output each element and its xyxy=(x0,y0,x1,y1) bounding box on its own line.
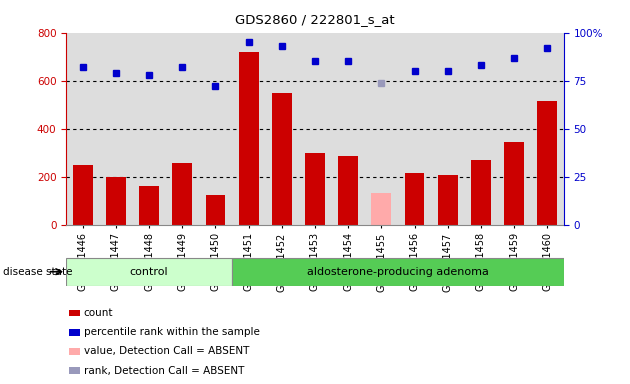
Bar xyxy=(205,195,226,225)
FancyBboxPatch shape xyxy=(66,258,232,286)
Bar xyxy=(239,52,258,225)
Text: rank, Detection Call = ABSENT: rank, Detection Call = ABSENT xyxy=(84,366,244,376)
Bar xyxy=(471,160,491,225)
Bar xyxy=(139,186,159,225)
Bar xyxy=(272,93,292,225)
Text: count: count xyxy=(84,308,113,318)
Bar xyxy=(372,194,391,225)
Text: value, Detection Call = ABSENT: value, Detection Call = ABSENT xyxy=(84,346,249,356)
Bar xyxy=(504,142,524,225)
Text: percentile rank within the sample: percentile rank within the sample xyxy=(84,327,260,337)
Text: GDS2860 / 222801_s_at: GDS2860 / 222801_s_at xyxy=(235,13,395,26)
Bar xyxy=(537,101,557,225)
FancyBboxPatch shape xyxy=(232,258,564,286)
Bar xyxy=(69,310,79,316)
Bar xyxy=(438,175,457,225)
Bar xyxy=(404,173,425,225)
Bar xyxy=(173,164,192,225)
Bar xyxy=(69,367,79,374)
Bar xyxy=(338,156,358,225)
Text: aldosterone-producing adenoma: aldosterone-producing adenoma xyxy=(307,266,489,277)
Bar xyxy=(305,153,325,225)
Text: control: control xyxy=(130,266,168,277)
Bar xyxy=(73,165,93,225)
Text: disease state: disease state xyxy=(3,266,72,277)
Bar xyxy=(69,348,79,355)
Bar xyxy=(69,329,79,336)
Bar xyxy=(106,177,126,225)
